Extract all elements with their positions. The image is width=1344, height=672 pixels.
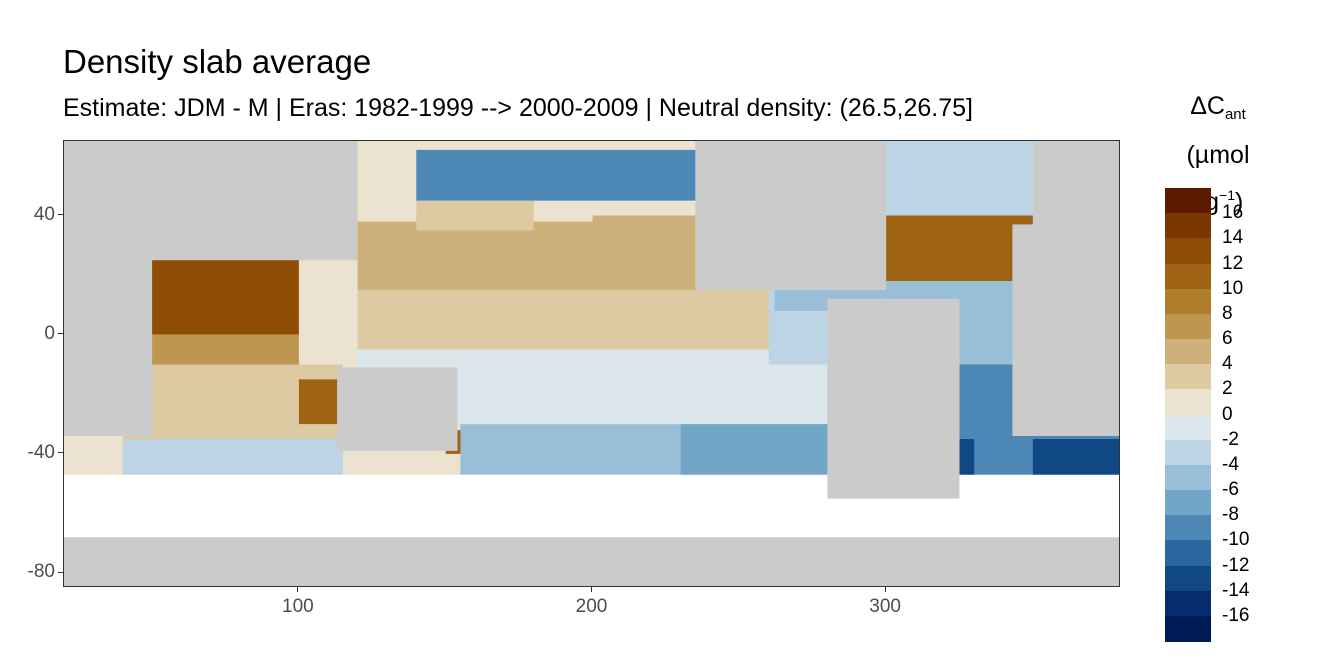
colorbar-label: -2 <box>1222 428 1239 450</box>
land-africa_east <box>1012 224 1119 436</box>
y-tick-label: 40 <box>33 203 55 225</box>
land-antarctica <box>64 537 1119 586</box>
legend-unit-suffix: ) <box>1235 188 1244 216</box>
colorbar-label: -16 <box>1222 604 1250 626</box>
region-northeast_pacific <box>592 215 710 276</box>
region-kuroshio_extension <box>416 200 534 231</box>
y-tick-mark <box>58 452 63 454</box>
legend-unit-exponent: −1 <box>1219 187 1236 203</box>
y-tick-label: -80 <box>27 561 55 583</box>
legend-title-main: ΔC <box>1190 92 1225 120</box>
chart-title: Density slab average <box>63 43 372 80</box>
colorbar-swatch <box>1165 464 1211 491</box>
colorbar-swatch <box>1165 364 1211 390</box>
x-tick-mark <box>591 587 592 592</box>
chart-subtitle: Estimate: JDM - M | Eras: 1982-1999 --> … <box>63 94 973 122</box>
colorbar-swatch <box>1165 339 1211 365</box>
legend-title-subscript: ant <box>1224 106 1246 123</box>
x-tick-label: 200 <box>575 596 608 617</box>
colorbar-swatch <box>1165 540 1211 567</box>
land-australia <box>337 367 458 451</box>
x-tick-label: 100 <box>282 596 314 617</box>
colorbar-label: -12 <box>1222 554 1250 576</box>
y-tick-label: -40 <box>27 441 55 463</box>
x-tick-mark <box>884 587 886 592</box>
colorbar-swatch <box>1165 288 1211 315</box>
region-subpolar_north_pacific <box>416 149 710 201</box>
colorbar-swatch <box>1165 615 1211 642</box>
land-asia <box>64 141 358 261</box>
colorbar-label: 12 <box>1222 252 1244 274</box>
x-tick-label: 300 <box>869 596 901 617</box>
region-equatorial_pacific <box>357 290 828 350</box>
colorbar-swatch <box>1165 515 1211 541</box>
colorbar-swatch <box>1165 238 1211 265</box>
region-australia_west_coast <box>298 379 343 425</box>
land-south_america <box>827 298 960 499</box>
colorbar-label: 10 <box>1222 277 1244 299</box>
colorbar <box>1165 188 1211 642</box>
colorbar-swatch <box>1165 590 1211 617</box>
land-north_america <box>695 141 887 290</box>
colorbar-label: 14 <box>1222 227 1244 249</box>
colorbar-label: 6 <box>1222 328 1233 349</box>
y-tick-mark <box>58 214 63 215</box>
colorbar-swatch <box>1165 188 1211 214</box>
region-southern_indian <box>122 439 343 475</box>
colorbar-label: 16 <box>1222 202 1244 224</box>
region-north_atlantic_subpolar <box>871 141 1033 216</box>
colorbar-label: -8 <box>1222 504 1239 526</box>
missing-data-band <box>64 474 1119 544</box>
x-tick-mark <box>297 587 299 592</box>
region-subtropical_north_atlantic <box>886 215 1033 282</box>
colorbar-swatch <box>1165 490 1211 516</box>
y-tick-mark <box>58 571 63 573</box>
colorbar-label: -14 <box>1222 579 1250 601</box>
colorbar-swatch <box>1165 439 1211 466</box>
colorbar-swatch <box>1165 565 1211 592</box>
colorbar-swatch <box>1165 414 1211 441</box>
colorbar-label: 0 <box>1222 403 1233 425</box>
colorbar-swatch <box>1165 263 1211 290</box>
y-tick-mark <box>58 333 63 335</box>
colorbar-label: 8 <box>1222 302 1233 324</box>
region-agulhas_region <box>1032 439 1119 475</box>
map-panel <box>63 140 1120 587</box>
colorbar-label: -4 <box>1222 453 1239 475</box>
colorbar-label: 2 <box>1222 378 1233 400</box>
y-tick-label: 0 <box>44 322 55 344</box>
map-heatmap <box>64 141 1119 586</box>
colorbar-label: -6 <box>1222 479 1239 500</box>
colorbar-label: 4 <box>1222 353 1233 375</box>
colorbar-swatch <box>1165 313 1211 340</box>
land-europe <box>1032 141 1119 228</box>
colorbar-label: -10 <box>1222 529 1250 551</box>
colorbar-swatch <box>1165 389 1211 416</box>
colorbar-swatch <box>1165 213 1211 239</box>
